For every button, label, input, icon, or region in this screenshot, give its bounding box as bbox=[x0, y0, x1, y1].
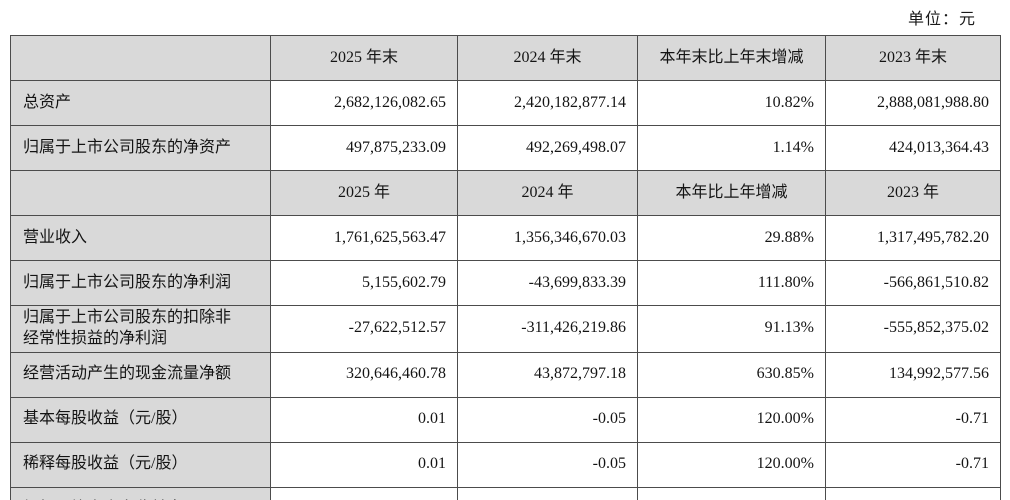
value-cell: -0.71 bbox=[825, 441, 1001, 488]
table-row: 营业收入 1,761,625,563.47 1,356,346,670.03 29.8… bbox=[10, 215, 1001, 261]
financial-summary-table: 2025 年末 2024 年末 本年末比上年末增减 2023 年末 总资产 2,682,1… bbox=[10, 35, 1001, 500]
value-cell: 11.91% bbox=[637, 486, 826, 500]
table-row: 归属于上市公司股东的扣除非 经常性损益的净利润 -27,622,512.57 -31… bbox=[10, 305, 1001, 353]
header-cell-blank bbox=[10, 170, 271, 216]
header-cell: 2025 年末 bbox=[270, 35, 458, 81]
value-cell: 2,888,081,988.80 bbox=[825, 80, 1001, 126]
header-cell: 本年末比上年末增减 bbox=[637, 35, 826, 81]
table-row: 经营活动产生的现金流量净额 320,646,460.78 43,872,797.18… bbox=[10, 351, 1001, 398]
value-cell: -27,622,512.57 bbox=[270, 305, 458, 353]
value-cell: 1.04% bbox=[270, 486, 458, 500]
table-row: 总资产 2,682,126,082.65 2,420,182,877.14 10.82… bbox=[10, 80, 1001, 126]
value-cell: -0.05 bbox=[457, 441, 638, 488]
row-label-cell: 稀释每股收益（元/股） bbox=[10, 441, 271, 488]
value-cell: 497,875,233.09 bbox=[270, 125, 458, 171]
unit-label: 单位：元 bbox=[907, 11, 976, 28]
row-label-cell: 加权平均净资产收益率 bbox=[10, 486, 271, 500]
value-cell: -311,426,219.86 bbox=[457, 305, 638, 353]
header-cell-blank bbox=[10, 35, 271, 81]
value-cell: 111.80% bbox=[637, 260, 826, 306]
header-row: 2025 年 2024 年本年比上年增减 2023 年 bbox=[10, 170, 1001, 216]
value-cell: 120.00% bbox=[637, 441, 826, 488]
value-cell: 120.00% bbox=[637, 396, 826, 443]
value-cell: 1,356,346,670.03 bbox=[457, 215, 638, 261]
row-label-cell: 经营活动产生的现金流量净额 bbox=[10, 351, 271, 398]
row-label-cell: 总资产 bbox=[10, 80, 271, 126]
value-cell: 1,761,625,563.47 bbox=[270, 215, 458, 261]
value-cell: 2,420,182,877.14 bbox=[457, 80, 638, 126]
table-row: 稀释每股收益（元/股） 0.01 -0.05 120.00% -0.71 bbox=[10, 441, 1001, 488]
table-row: 归属于上市公司股东的净资产 497,875,233.09 492,269,498.0… bbox=[10, 125, 1001, 171]
value-cell: 492,269,498.07 bbox=[457, 125, 638, 171]
header-cell: 2024 年 bbox=[457, 170, 638, 216]
value-cell: 0.01 bbox=[270, 441, 458, 488]
row-label-cell: 归属于上市公司股东的净资产 bbox=[10, 125, 271, 171]
value-cell: 2,682,126,082.65 bbox=[270, 80, 458, 126]
value-cell: 91.13% bbox=[637, 305, 826, 353]
value-cell: 1.14% bbox=[637, 125, 826, 171]
value-cell: 43,872,797.18 bbox=[457, 351, 638, 398]
value-cell: -0.71 bbox=[825, 396, 1001, 443]
row-label-cell: 营业收入 bbox=[10, 215, 271, 261]
value-cell: 29.88% bbox=[637, 215, 826, 261]
row-label-cell: 基本每股收益（元/股） bbox=[10, 396, 271, 443]
value-cell: 630.85% bbox=[637, 351, 826, 398]
header-cell: 2024 年末 bbox=[457, 35, 638, 81]
value-cell: 134,992,577.56 bbox=[825, 351, 1001, 398]
value-cell: -566,861,510.82 bbox=[825, 260, 1001, 306]
value-cell: -555,852,375.02 bbox=[825, 305, 1001, 353]
value-cell: 0.01 bbox=[270, 396, 458, 443]
value-cell: -0.05 bbox=[457, 396, 638, 443]
value-cell: -43,699,833.39 bbox=[457, 260, 638, 306]
header-cell: 2023 年 bbox=[825, 170, 1001, 216]
value-cell: 1,317,495,782.20 bbox=[825, 215, 1001, 261]
value-cell: 10.82% bbox=[637, 80, 826, 126]
value-cell: -10.87% bbox=[457, 486, 638, 500]
table-row: 归属于上市公司股东的净利润 5,155,602.79 -43,699,833.39 1… bbox=[10, 260, 1001, 306]
value-cell: -80.46% bbox=[825, 486, 1001, 500]
value-cell: 5,155,602.79 bbox=[270, 260, 458, 306]
table-body: 2025 年末 2024 年末 本年末比上年末增减 2023 年末 总资产 2,682,1… bbox=[10, 35, 1001, 500]
row-label-cell: 归属于上市公司股东的扣除非 经常性损益的净利润 bbox=[10, 305, 271, 353]
value-cell: 424,013,364.43 bbox=[825, 125, 1001, 171]
table-row: 基本每股收益（元/股） 0.01 -0.05 120.00% -0.71 bbox=[10, 396, 1001, 443]
value-cell: 320,646,460.78 bbox=[270, 351, 458, 398]
header-row: 2025 年末 2024 年末 本年末比上年末增减 2023 年末 bbox=[10, 35, 1001, 81]
header-cell: 2023 年末 bbox=[825, 35, 1001, 81]
table-row: 加权平均净资产收益率1.04%-10.87%11.91%-80.46% bbox=[10, 486, 1001, 500]
header-cell: 本年比上年增减 bbox=[637, 170, 826, 216]
row-label-cell: 归属于上市公司股东的净利润 bbox=[10, 260, 271, 306]
header-cell: 2025 年 bbox=[270, 170, 458, 216]
